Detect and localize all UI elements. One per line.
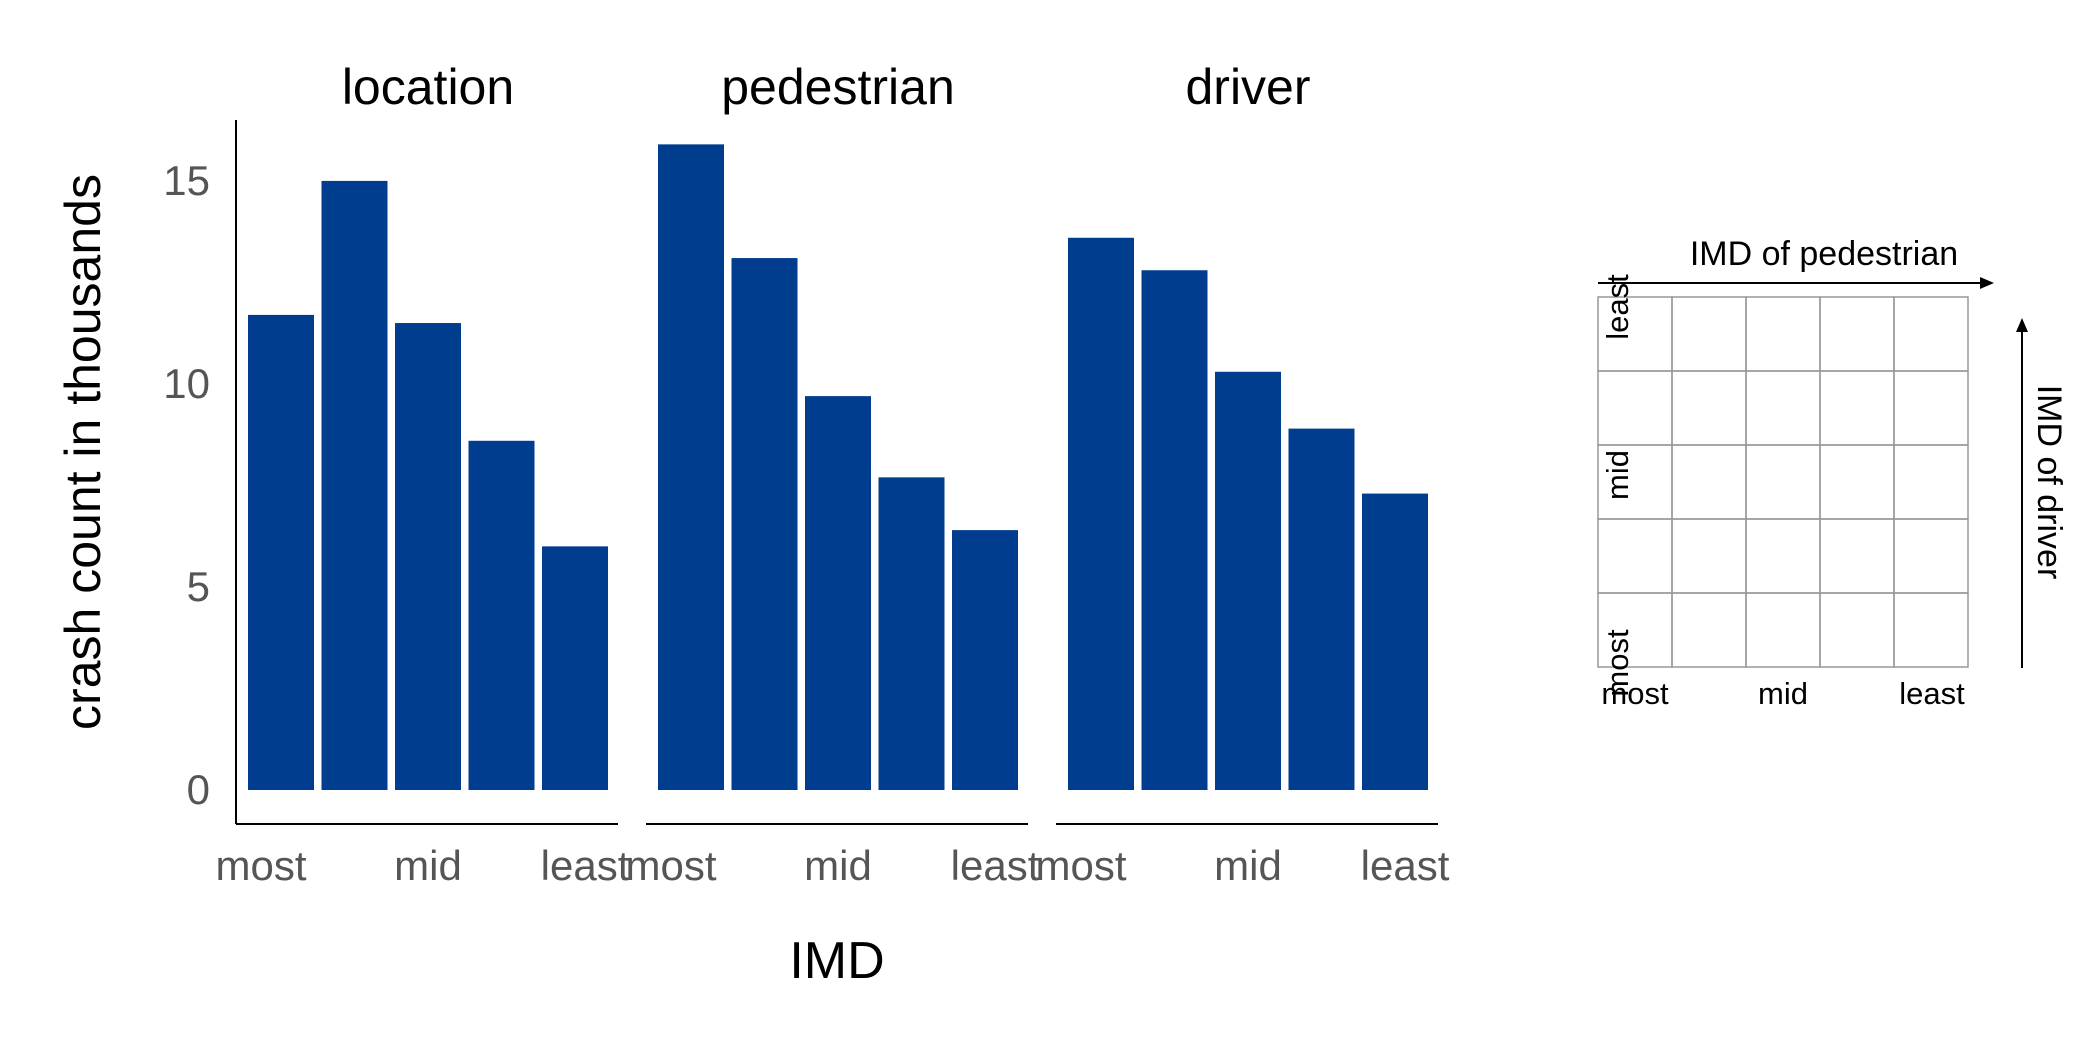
bar	[1362, 493, 1428, 790]
y-tick-label: 0	[187, 766, 210, 813]
legend-x-label: mid	[1758, 676, 1808, 711]
y-tick-label: 15	[163, 157, 210, 204]
panel-pedestrian: pedestrian most mid least	[625, 59, 1039, 889]
bar	[658, 144, 724, 790]
y-axis-title: crash count in thousands	[55, 174, 111, 730]
legend-y-label: least	[1600, 274, 1635, 340]
panel-title: driver	[1185, 59, 1310, 115]
legend-grid-cell	[1671, 444, 1747, 520]
bar	[805, 396, 871, 790]
legend-grid-cell	[1893, 370, 1969, 446]
x-tick-label: mid	[804, 842, 872, 889]
legend-x-title: IMD of pedestrian	[1690, 235, 1958, 273]
x-tick-label: mid	[394, 842, 462, 889]
legend-grid-cell	[1671, 592, 1747, 668]
legend-y-label: most	[1600, 629, 1635, 697]
legend-grid-cell	[1745, 518, 1821, 594]
bar	[1288, 428, 1355, 790]
legend-grid-cell	[1819, 592, 1895, 668]
x-axis-title: IMD	[789, 932, 884, 990]
legend-grid-cell	[1745, 444, 1821, 520]
x-tick-label: least	[951, 842, 1040, 889]
bar	[878, 477, 945, 790]
panel-title: pedestrian	[721, 59, 955, 115]
legend-y-arrowhead	[2016, 318, 2028, 332]
x-tick-label: most	[215, 842, 306, 889]
legend-grid-cell	[1671, 370, 1747, 446]
bar	[321, 180, 388, 791]
legend-x-arrowhead	[1980, 277, 1994, 289]
legend-grid-cell	[1893, 444, 1969, 520]
legend-grid-cell	[1597, 518, 1673, 594]
legend-y-title: IMD of driver	[2030, 385, 2068, 580]
x-tick-label: most	[1035, 842, 1126, 889]
legend-grid-cell	[1819, 444, 1895, 520]
legend-axis-labels: most mid least most mid least	[1600, 274, 1965, 711]
bar	[395, 323, 461, 790]
legend-grid-cell	[1819, 296, 1895, 372]
x-tick-label: least	[1361, 842, 1450, 889]
x-tick-label: most	[625, 842, 716, 889]
bar	[248, 314, 314, 790]
bar	[1215, 371, 1281, 790]
legend-grid-cell	[1745, 370, 1821, 446]
legend-grid-cell	[1671, 518, 1747, 594]
y-tick-label: 10	[163, 360, 210, 407]
legend-grid-cells	[1597, 296, 1969, 668]
legend-grid-cell	[1893, 518, 1969, 594]
x-tick-label: least	[541, 842, 630, 889]
legend-grid-cell	[1819, 370, 1895, 446]
panel-driver: driver most mid least	[1035, 59, 1449, 889]
bar	[952, 530, 1018, 790]
bar	[542, 546, 608, 790]
legend-grid-cell	[1893, 296, 1969, 372]
legend-grid-cell	[1671, 296, 1747, 372]
y-tick-label: 5	[187, 563, 210, 610]
bar	[468, 440, 535, 790]
legend-x-label: most	[1601, 676, 1669, 711]
legend-x-label: least	[1899, 676, 1965, 711]
legend-grid-cell	[1597, 370, 1673, 446]
chart-panels: location most mid least pedestrian most mid lea…	[215, 59, 1449, 889]
legend-grid-cell	[1745, 592, 1821, 668]
bar	[1068, 237, 1134, 790]
bar	[731, 258, 798, 790]
legend-grid-cell	[1745, 296, 1821, 372]
panel-location: location most mid least	[215, 59, 629, 889]
legend-y-label: mid	[1600, 450, 1635, 500]
legend-grid-cell	[1819, 518, 1895, 594]
bar	[1141, 270, 1208, 790]
panel-title: location	[342, 59, 514, 115]
legend-grid-cell	[1893, 592, 1969, 668]
y-axis: 0 5 10 15 crash count in thousands	[55, 120, 237, 824]
x-tick-label: mid	[1214, 842, 1282, 889]
y-tick-labels: 0 5 10 15	[163, 157, 210, 813]
imd-legend-grid: IMD of pedestrian IMD of driver most mid l…	[1597, 235, 2068, 711]
